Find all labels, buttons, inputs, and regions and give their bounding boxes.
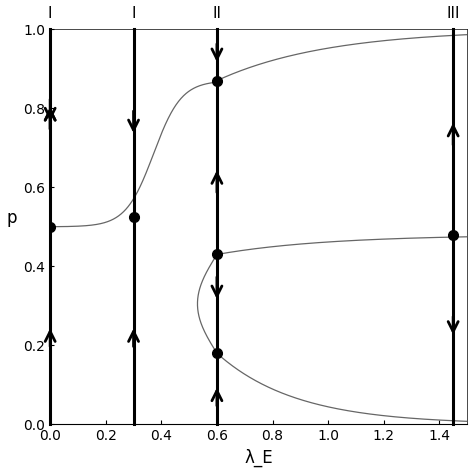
- Text: II: II: [212, 6, 221, 21]
- Text: I: I: [131, 6, 136, 21]
- Text: I: I: [48, 6, 53, 21]
- X-axis label: λ_E: λ_E: [244, 449, 273, 467]
- Text: III: III: [447, 6, 460, 21]
- Y-axis label: p: p: [7, 209, 18, 227]
